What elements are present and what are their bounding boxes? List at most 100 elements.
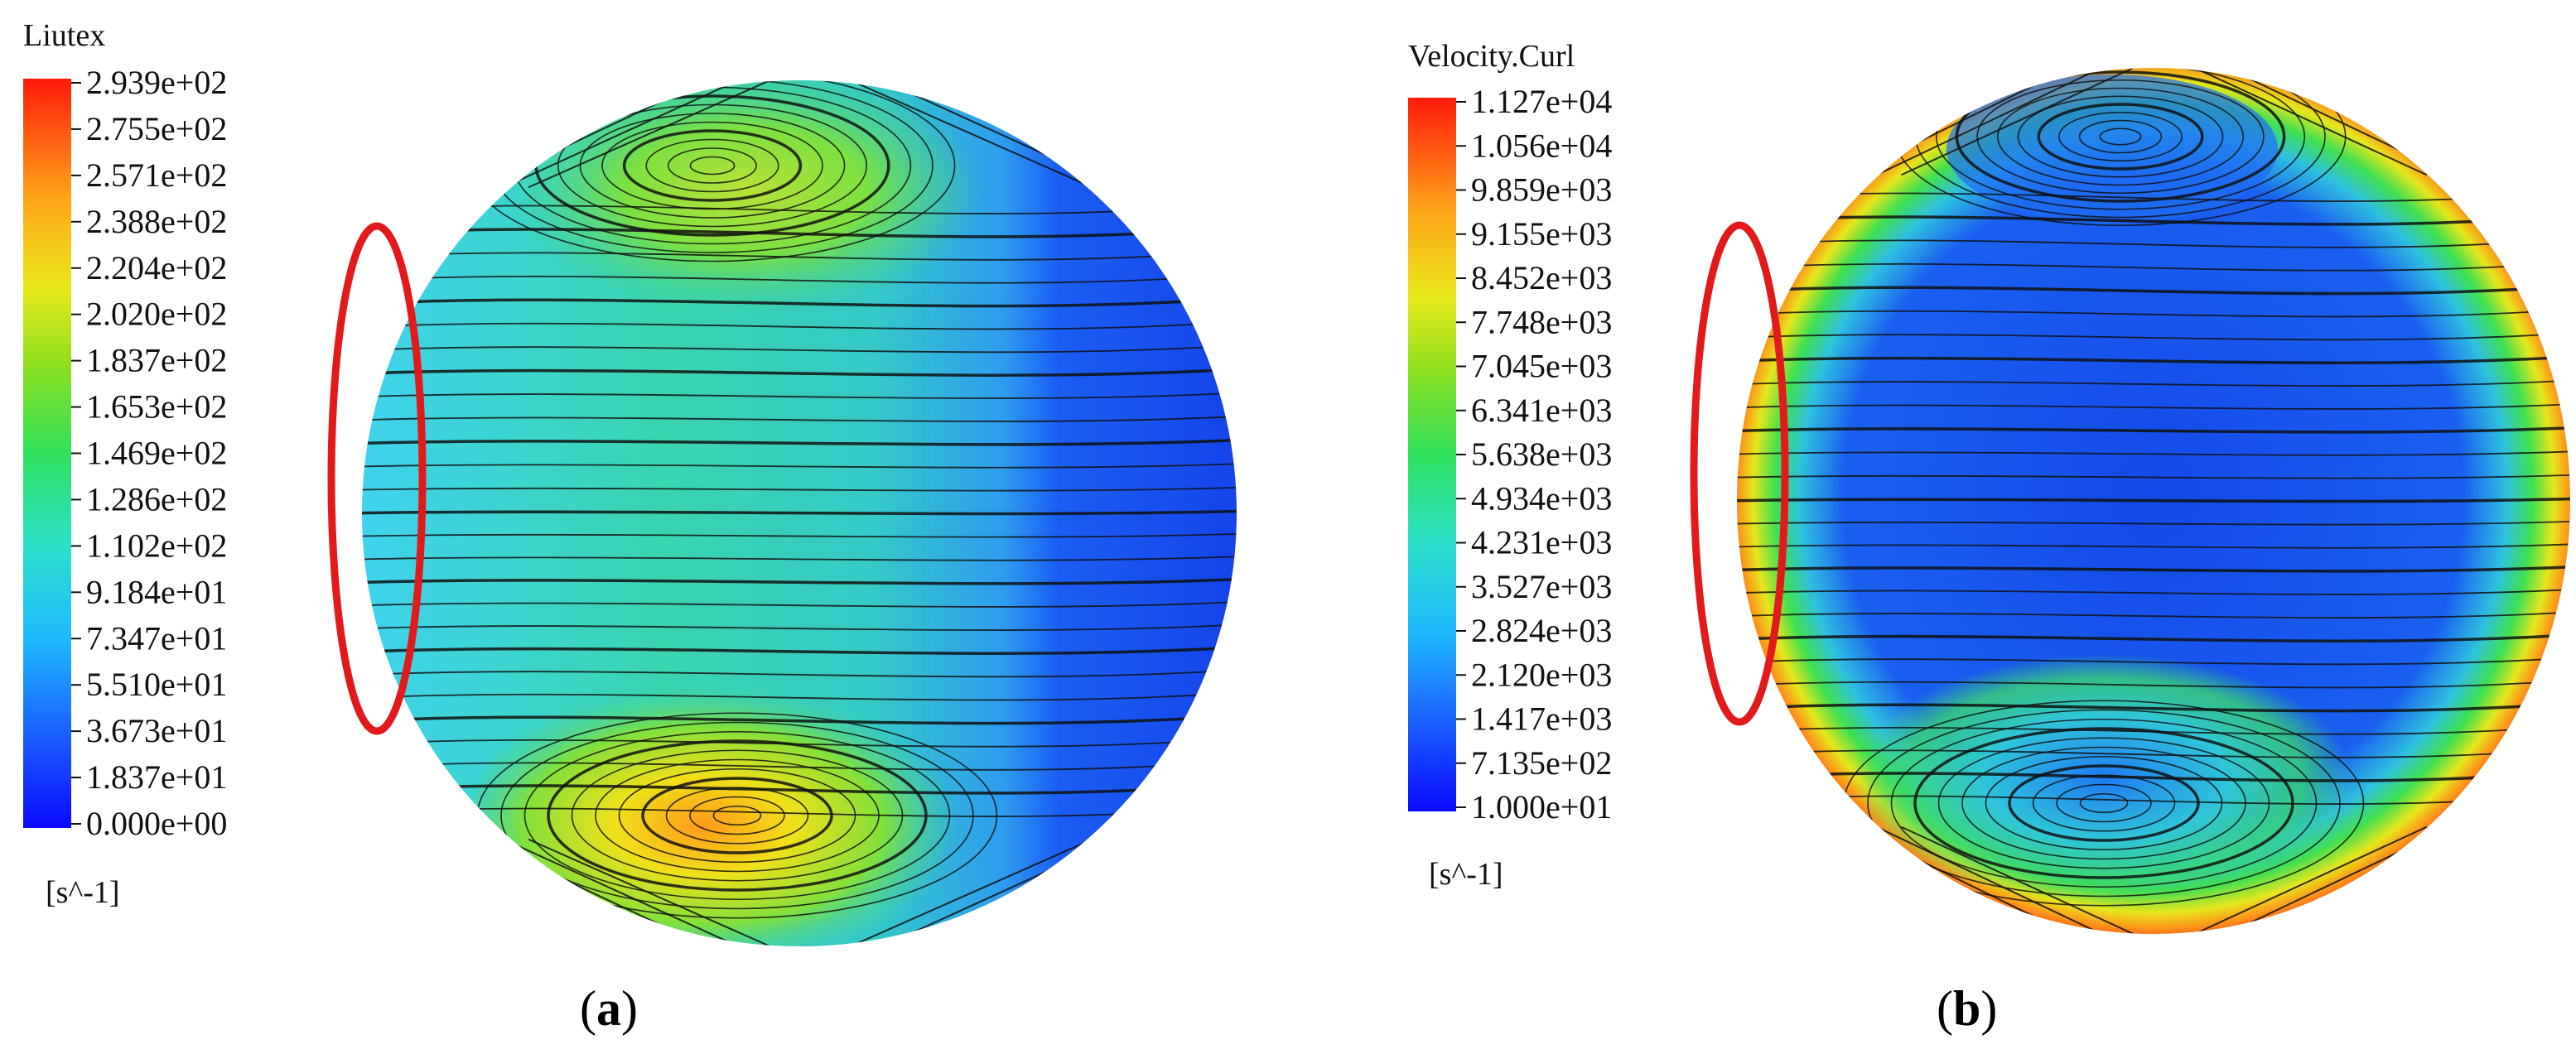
streamline — [1735, 497, 2572, 503]
legend-tick-label: 2.388e+02 — [86, 203, 227, 240]
vortex-loop — [1976, 79, 2265, 195]
streamline — [1735, 768, 2572, 782]
streamline — [1735, 632, 2572, 643]
vortex-loop — [2017, 95, 2224, 178]
streamline — [360, 780, 1238, 795]
streamline — [1735, 655, 2572, 666]
legend-tick-label: 3.527e+03 — [1471, 568, 1612, 605]
vortex-loop — [645, 138, 779, 193]
vortex-loop — [1935, 66, 2306, 210]
legend-tick-label: 2.020e+02 — [86, 296, 227, 333]
legend-tick-label: 4.934e+03 — [1471, 479, 1612, 517]
streamline — [1735, 520, 2572, 526]
streamline — [360, 366, 1238, 377]
panel-a: Liutex 2.939e+02 2.755e+02 2.571e+02 2.388e… — [23, 18, 1240, 1036]
vortex-loop — [689, 796, 785, 835]
vortex-loop — [557, 103, 867, 228]
vortex-loop — [618, 768, 856, 864]
streamline — [360, 295, 1238, 308]
streamline — [360, 667, 1238, 678]
vortex-loop — [1867, 709, 2341, 898]
legend-tick-label: 2.571e+02 — [86, 156, 227, 194]
streamline — [360, 712, 1238, 725]
vortex-loop — [579, 113, 846, 219]
vortex-loop — [1997, 87, 2245, 186]
contour-disc-b — [1735, 66, 2572, 936]
legend-a-colorbar — [23, 79, 71, 828]
legend-tick-label: 5.510e+01 — [86, 666, 227, 703]
streamline — [360, 248, 1238, 261]
vortex-loop — [500, 721, 974, 910]
vortex-loop — [1937, 737, 2270, 869]
streamline — [1735, 542, 2572, 549]
streamline — [1735, 307, 2572, 318]
streamline — [1735, 565, 2572, 573]
legend-tick-label: 1.102e+02 — [86, 527, 227, 564]
legend-tick-label: 9.155e+03 — [1471, 215, 1612, 253]
vortex-loop — [665, 787, 809, 845]
vortex-loop — [1913, 727, 2294, 879]
legend-tick-label: 0.000e+00 — [86, 805, 227, 842]
streamline — [360, 532, 1238, 538]
streamline — [360, 623, 1238, 631]
highlight-ellipse-a — [327, 222, 427, 735]
streamline — [360, 758, 1238, 771]
legend-a-unit: [s^-1] — [46, 875, 120, 910]
streamline — [360, 272, 1238, 284]
streamline — [1735, 282, 2572, 296]
legend-tick-label: 4.231e+03 — [1471, 524, 1612, 561]
streamline — [360, 577, 1238, 585]
vortex-loop — [667, 147, 757, 184]
streamline — [1735, 745, 2572, 758]
legend-tick-label: 7.347e+01 — [86, 619, 227, 657]
legend-tick-label: 1.127e+04 — [1471, 83, 1612, 120]
legend-b-ticks: 1.127e+04 1.056e+04 9.859e+03 9.155e+03 8.45… — [1456, 83, 1612, 825]
streamline — [1735, 330, 2572, 341]
streamline — [1735, 402, 2572, 410]
legend-tick-label: 7.135e+02 — [1471, 744, 1612, 782]
legend-tick-label: 2.204e+02 — [86, 249, 227, 286]
panel-b: Velocity.Curl 1.127e+04 1.056e+04 9.859e+0… — [1408, 39, 2574, 1036]
contour-disc-a — [360, 79, 1238, 948]
legend-a-title: Liutex — [23, 18, 105, 53]
streamline — [1735, 588, 2572, 595]
legend-tick-label: 1.000e+01 — [1471, 788, 1612, 825]
legend-b-title: Velocity.Curl — [1408, 39, 1575, 74]
vortex-loop — [2032, 774, 2176, 832]
streamline — [360, 462, 1238, 469]
legend-tick-label: 2.120e+03 — [1471, 656, 1612, 693]
vortex-loop — [689, 156, 736, 176]
streamline — [360, 320, 1238, 330]
legend-tick-label: 1.653e+02 — [86, 388, 227, 426]
streamline — [1735, 378, 2572, 387]
vortex-loop — [641, 777, 833, 854]
legend-tick-label: 1.417e+03 — [1471, 700, 1612, 738]
legend-b-unit: [s^-1] — [1429, 857, 1503, 892]
legend-tick-label: 2.939e+02 — [86, 64, 227, 101]
vortex-loop — [2008, 764, 2200, 842]
streamline — [1735, 610, 2572, 618]
streamline — [1901, 825, 2173, 936]
caption-b: (b) — [1937, 981, 1997, 1036]
vortex-loop — [601, 121, 823, 210]
streamline — [1735, 700, 2572, 713]
streamline — [1735, 474, 2572, 479]
vortex-loop — [2078, 119, 2163, 154]
streamline — [360, 691, 1238, 701]
streamline — [360, 486, 1238, 492]
streamline — [360, 644, 1238, 655]
caption-a: (a) — [580, 981, 638, 1036]
vortex-loop — [571, 749, 904, 882]
legend-tick-label: 2.824e+03 — [1471, 612, 1612, 649]
legend-tick-label: 1.837e+02 — [86, 342, 227, 379]
vortex-loop — [523, 730, 951, 901]
streamline — [360, 509, 1238, 516]
legend-b-colorbar — [1408, 98, 1456, 811]
legend-tick-label: 7.748e+03 — [1471, 303, 1612, 340]
vortex-loop — [595, 758, 880, 873]
legend-tick-label: 9.859e+03 — [1471, 171, 1612, 209]
streamline — [1735, 426, 2572, 434]
legend-a-ticks: 2.939e+02 2.755e+02 2.571e+02 2.388e+02 2.20… — [71, 64, 227, 842]
vortex-loop — [2056, 783, 2152, 823]
